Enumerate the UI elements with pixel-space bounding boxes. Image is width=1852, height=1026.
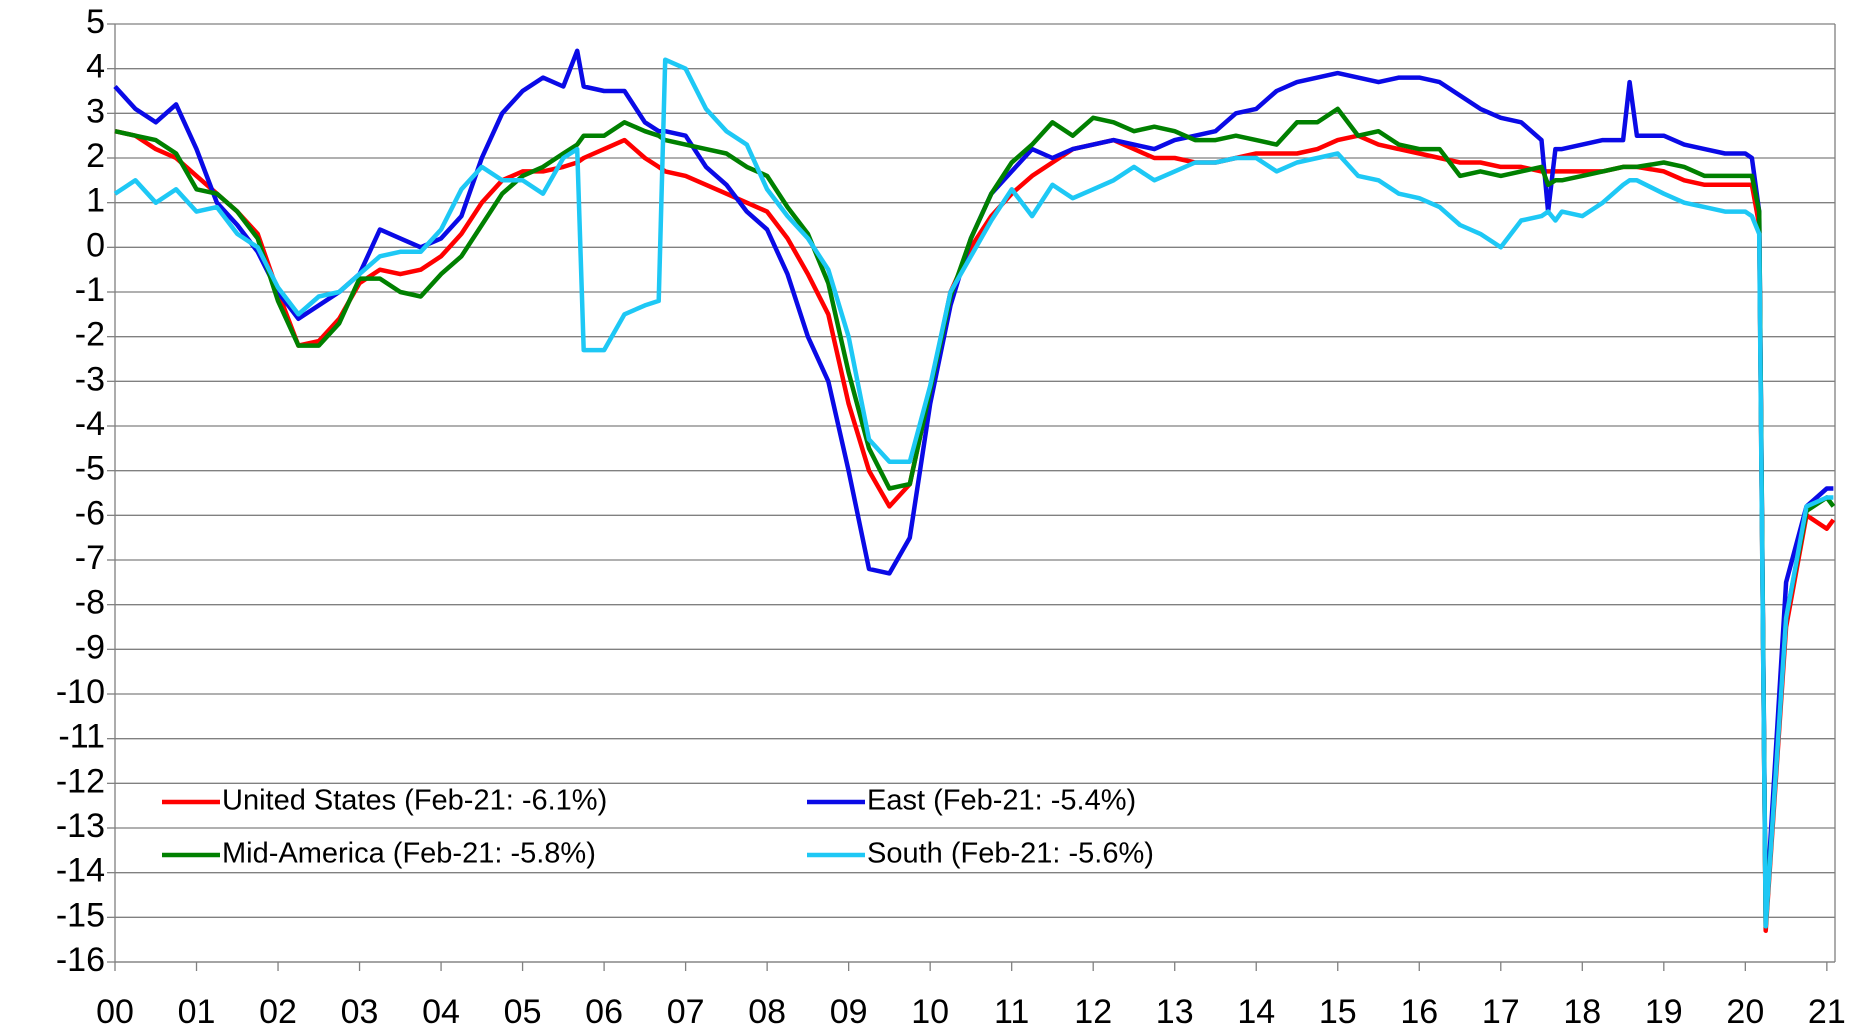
x-tick-label: 17 bbox=[1482, 993, 1520, 1026]
x-tick-label: 13 bbox=[1156, 993, 1194, 1026]
x-tick-label: 10 bbox=[911, 993, 949, 1026]
x-tick-label: 04 bbox=[422, 993, 460, 1026]
x-tick-label: 16 bbox=[1400, 993, 1438, 1026]
y-tick-label: 2 bbox=[86, 137, 105, 175]
x-tick-label: 06 bbox=[585, 993, 623, 1026]
x-tick-label: 01 bbox=[178, 993, 216, 1026]
x-tick-label: 02 bbox=[259, 993, 297, 1026]
y-tick-label: 5 bbox=[86, 3, 105, 41]
x-tick-label: 09 bbox=[830, 993, 868, 1026]
x-tick-label: 21 bbox=[1808, 993, 1846, 1026]
y-tick-label: -15 bbox=[56, 896, 105, 934]
y-tick-label: -14 bbox=[56, 852, 105, 890]
y-tick-label: 1 bbox=[86, 182, 105, 220]
x-tick-label: 15 bbox=[1319, 993, 1357, 1026]
x-tick-label: 18 bbox=[1563, 993, 1601, 1026]
series-line bbox=[114, 106, 1836, 929]
legend-label: Mid-America (Feb-21: -5.8%) bbox=[222, 838, 596, 870]
x-tick-label: 00 bbox=[96, 993, 134, 1026]
x-tick-label: 19 bbox=[1645, 993, 1683, 1026]
y-tick-label: -12 bbox=[56, 762, 105, 800]
y-tick-label: -6 bbox=[75, 494, 105, 532]
legend-label: East (Feb-21: -5.4%) bbox=[867, 785, 1136, 817]
legend-label: South (Feb-21: -5.6%) bbox=[867, 838, 1154, 870]
plot-area bbox=[115, 24, 1835, 962]
y-tick-label: -3 bbox=[75, 360, 105, 398]
y-tick-label: 3 bbox=[86, 92, 105, 130]
y-tick-label: -9 bbox=[75, 628, 105, 666]
series-line bbox=[113, 57, 1834, 929]
y-tick-label: -11 bbox=[58, 718, 105, 756]
x-tick-label: 08 bbox=[748, 993, 786, 1026]
x-tick-label: 11 bbox=[994, 993, 1029, 1026]
y-tick-label: -16 bbox=[56, 941, 105, 979]
y-tick-label: -5 bbox=[75, 450, 105, 488]
x-tick-label: 12 bbox=[1074, 993, 1112, 1026]
y-tick-label: -13 bbox=[56, 807, 105, 845]
legend-label: United States (Feb-21: -6.1%) bbox=[222, 785, 607, 817]
x-tick-label: 14 bbox=[1237, 993, 1275, 1026]
x-tick-label: 07 bbox=[667, 993, 705, 1026]
y-tick-label: 0 bbox=[86, 226, 105, 264]
y-tick-label: -1 bbox=[75, 271, 105, 309]
y-tick-label: -4 bbox=[75, 405, 105, 443]
y-tick-label: -7 bbox=[75, 539, 105, 577]
y-tick-label: -8 bbox=[75, 584, 105, 622]
x-tick-label: 05 bbox=[504, 993, 542, 1026]
y-tick-label: -10 bbox=[56, 673, 105, 711]
y-tick-label: 4 bbox=[86, 48, 105, 86]
x-tick-label: 20 bbox=[1726, 993, 1764, 1026]
y-tick-label: -2 bbox=[75, 316, 105, 354]
x-tick-label: 03 bbox=[341, 993, 379, 1026]
